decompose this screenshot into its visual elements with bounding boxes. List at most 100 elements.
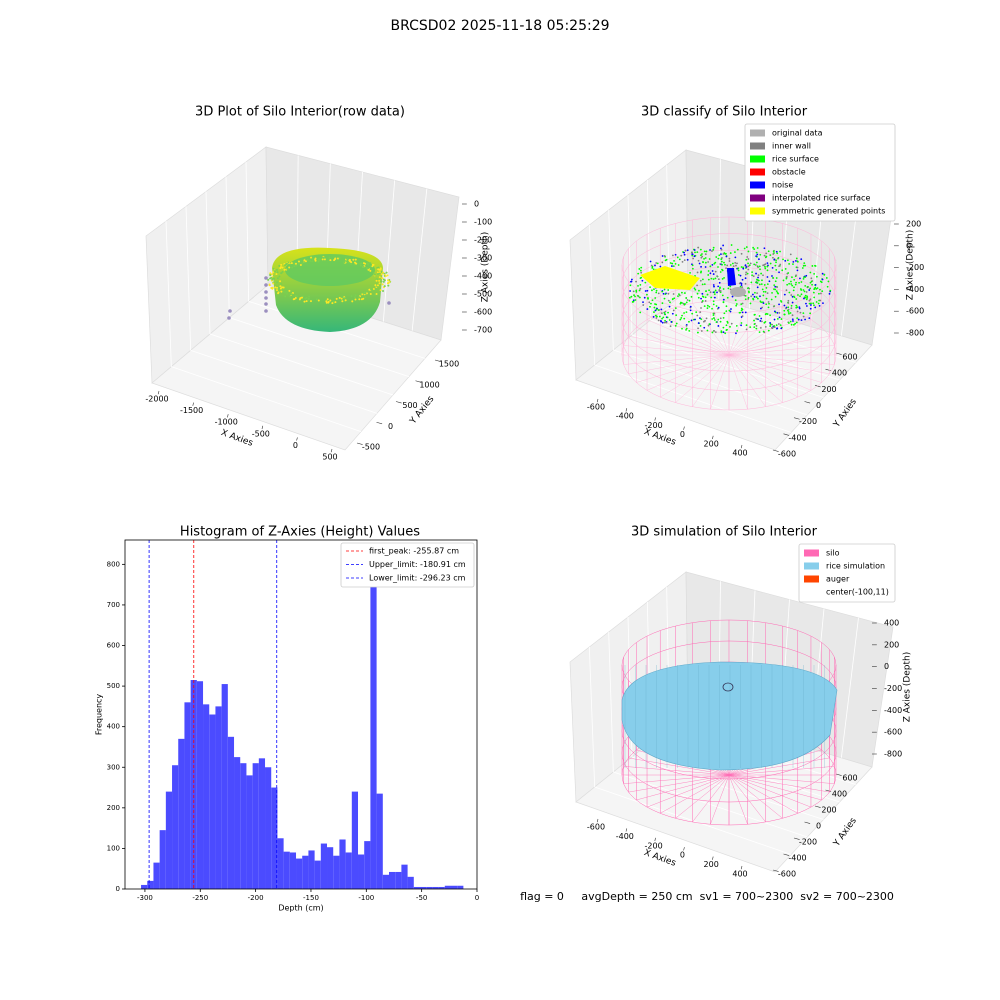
bar <box>438 886 445 889</box>
point <box>717 325 720 327</box>
point <box>809 304 812 306</box>
point <box>637 284 639 287</box>
point <box>731 262 734 265</box>
point <box>797 318 800 321</box>
point <box>774 264 777 267</box>
tick-mark <box>814 385 821 388</box>
point <box>288 263 291 266</box>
point <box>365 262 368 265</box>
point <box>711 331 714 334</box>
point <box>311 257 314 260</box>
point <box>715 305 718 307</box>
point <box>717 306 720 309</box>
point <box>671 298 674 300</box>
point <box>692 257 695 260</box>
point <box>730 308 732 310</box>
point <box>798 307 801 310</box>
point <box>364 292 367 295</box>
point <box>809 271 812 274</box>
point <box>655 308 658 311</box>
point <box>311 260 314 263</box>
legend-swatch <box>750 129 765 137</box>
point <box>670 321 673 323</box>
point <box>773 325 775 327</box>
bar <box>395 871 402 889</box>
point <box>697 259 700 262</box>
point <box>270 286 273 289</box>
point <box>280 282 283 285</box>
point <box>744 277 747 280</box>
point <box>289 293 292 296</box>
bar <box>339 839 346 889</box>
tick-mark <box>712 856 714 860</box>
point <box>815 301 818 303</box>
point <box>747 296 750 299</box>
point <box>722 244 725 247</box>
point <box>686 258 689 261</box>
point <box>651 289 653 292</box>
z-tick-label: -400 <box>906 285 924 294</box>
wireframe-spoke <box>728 319 812 356</box>
legend-label: noise <box>772 181 793 190</box>
point <box>774 285 777 288</box>
legend-swatch <box>750 194 765 202</box>
point <box>297 263 300 266</box>
point <box>685 301 688 304</box>
point <box>270 276 273 279</box>
point <box>738 311 741 314</box>
point <box>676 256 679 259</box>
point <box>729 252 732 254</box>
point <box>802 315 805 318</box>
wireframe-spoke <box>728 354 798 398</box>
tick-mark <box>157 390 160 395</box>
point <box>720 248 723 251</box>
wireframe-spoke <box>728 307 783 356</box>
point <box>780 318 783 320</box>
point <box>314 258 317 261</box>
point <box>795 274 798 277</box>
point <box>667 292 670 295</box>
y-tick-label: -200 <box>799 838 817 847</box>
point <box>808 289 811 291</box>
point <box>776 252 779 255</box>
tick-mark <box>376 421 383 425</box>
point <box>737 267 740 270</box>
point <box>289 295 292 298</box>
tick-mark <box>192 402 194 406</box>
point <box>759 295 761 298</box>
x-tick-label: -600 <box>587 403 605 412</box>
point <box>712 314 715 317</box>
point <box>308 295 311 298</box>
point <box>809 298 812 301</box>
point <box>747 262 749 265</box>
point <box>798 281 800 284</box>
point <box>657 292 660 295</box>
point <box>810 302 812 305</box>
point <box>728 309 731 312</box>
point <box>751 274 753 277</box>
point <box>783 293 786 296</box>
y-tick-label: 400 <box>832 369 847 378</box>
point <box>697 246 700 249</box>
point <box>700 265 702 268</box>
point <box>778 271 780 274</box>
point <box>731 295 734 298</box>
point <box>811 283 813 286</box>
point <box>681 260 684 263</box>
x-tick-label: 500 <box>322 453 337 462</box>
pane-grid <box>165 221 172 367</box>
point <box>767 301 770 303</box>
point <box>765 287 768 289</box>
point <box>679 301 682 304</box>
point <box>753 263 756 266</box>
point <box>288 266 291 269</box>
point <box>279 285 282 288</box>
point <box>304 260 307 263</box>
point <box>752 275 755 278</box>
wireframe-spoke <box>646 774 730 808</box>
point <box>284 264 287 267</box>
y-tick-label: 500 <box>107 682 120 690</box>
point <box>787 302 790 304</box>
point <box>360 262 363 265</box>
point <box>658 315 661 318</box>
